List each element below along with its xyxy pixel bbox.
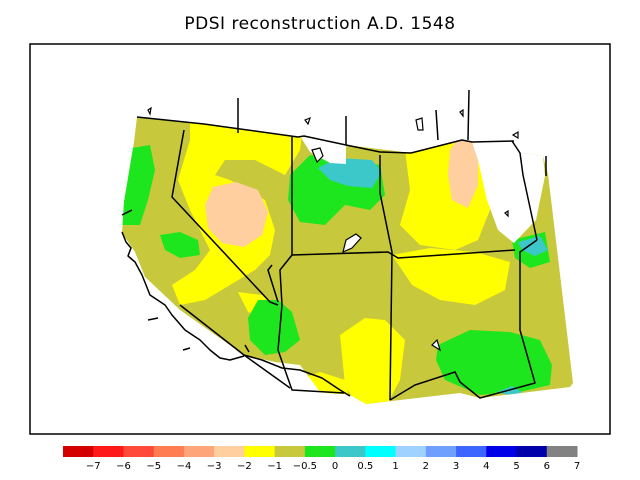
legend-tick-label: −3 <box>207 461 222 472</box>
state-boundaries <box>121 89 547 401</box>
region-dry-1-2 <box>340 318 405 404</box>
legend-swatch <box>456 446 487 457</box>
legend-tick-label: −2 <box>237 461 252 472</box>
legend-tick-label: 3 <box>453 461 459 472</box>
region-wet-0.5-1 <box>518 236 548 256</box>
legend-tick-label: 0.5 <box>357 461 373 472</box>
region-wet-0-0.5 <box>436 330 552 395</box>
legend-swatch <box>335 446 366 457</box>
region-dry-2-3 <box>448 132 478 208</box>
map-title: PDSI reconstruction A.D. 1548 <box>184 14 456 34</box>
legend-swatch <box>93 446 124 457</box>
legend-swatch <box>516 446 548 457</box>
legend-swatch <box>183 446 215 457</box>
legend-tick-label: 1 <box>392 461 398 472</box>
legend-swatch <box>365 446 397 457</box>
legend-swatch <box>486 446 518 457</box>
legend-tick-label: −6 <box>116 461 131 472</box>
legend-swatch <box>214 446 245 457</box>
legend-swatch <box>123 446 155 457</box>
region-wet-0-0.5 <box>160 232 200 258</box>
legend-swatch <box>546 446 578 457</box>
legend-tick-label: 2 <box>423 461 429 472</box>
legend-tick-label: −4 <box>177 461 192 472</box>
legend-tick-label: 7 <box>574 461 580 472</box>
legend-swatch <box>304 446 336 457</box>
map-frame <box>29 43 611 435</box>
legend-tick-label: 0 <box>332 461 338 472</box>
legend-swatch <box>274 446 306 457</box>
legend-swatch <box>153 446 185 457</box>
region-wet-0-0.5 <box>248 300 300 355</box>
region-dry-2-3 <box>205 182 268 247</box>
legend-tick-label: −5 <box>146 461 161 472</box>
legend-tick-label: 6 <box>544 461 550 472</box>
coastline <box>121 231 351 397</box>
legend-swatch <box>395 446 427 457</box>
legend-swatch <box>425 446 457 457</box>
legend-tick-label: −0.5 <box>293 461 317 472</box>
legend-tick-label: −7 <box>86 461 101 472</box>
lakes <box>147 106 519 352</box>
region-dry-1-2 <box>392 248 510 305</box>
legend-tick-label: −1 <box>267 461 282 472</box>
region-wet-0.5-1 <box>318 158 382 188</box>
legend-tick-label: 5 <box>513 461 519 472</box>
legend-swatch <box>63 446 94 457</box>
legend-swatch <box>244 446 276 457</box>
legend-tick-label: 4 <box>483 461 489 472</box>
